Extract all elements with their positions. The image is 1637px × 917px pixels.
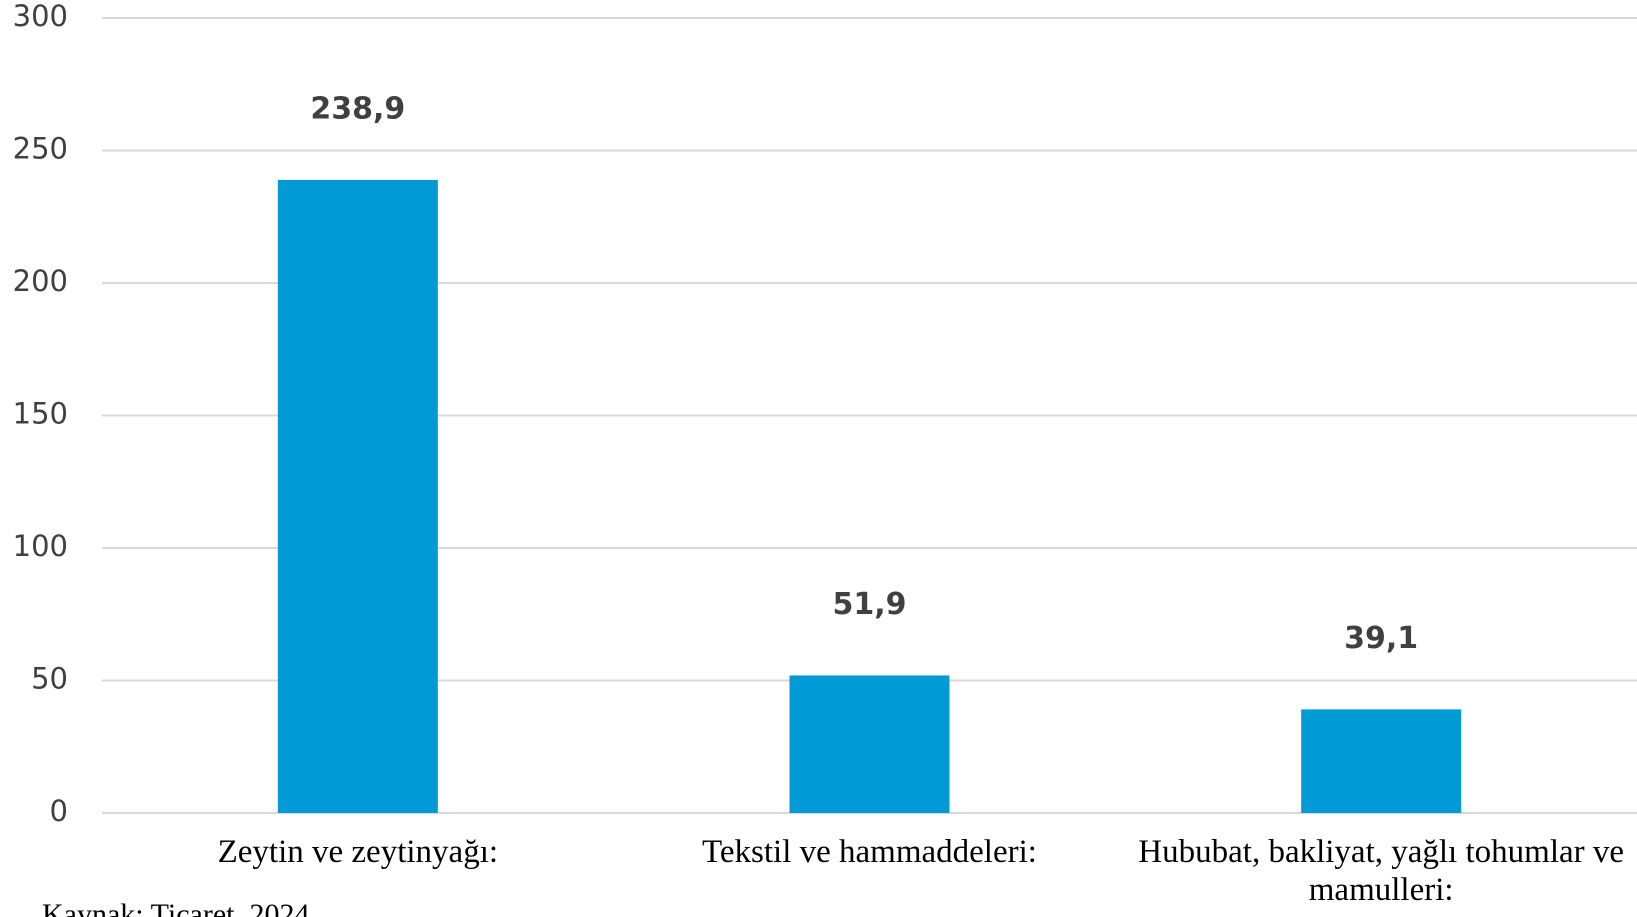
- bar: [277, 179, 438, 814]
- x-tick-label: Zeytin ve zeytinyağı:: [217, 834, 499, 870]
- x-tick-label: Hububat, bakliyat, yağlı tohumlar ve mam…: [1138, 834, 1625, 908]
- y-tick-label: 250: [13, 132, 68, 166]
- y-tick-label: 300: [13, 0, 68, 33]
- y-tick-label: 150: [13, 397, 68, 431]
- y-tick-label: 50: [31, 662, 68, 696]
- bar: [789, 675, 950, 813]
- y-tick-label: 200: [13, 264, 68, 298]
- x-tick-label: Tekstil ve hammaddeleri:: [702, 834, 1037, 870]
- y-tick-label: 100: [13, 529, 68, 563]
- source-note: Kaynak: Ticaret, 2024: [42, 898, 310, 917]
- y-tick-label: 0: [50, 794, 68, 828]
- value-label: 238,9: [310, 91, 405, 126]
- bar: [1301, 709, 1462, 813]
- value-label: 39,1: [1344, 621, 1418, 656]
- value-label: 51,9: [832, 587, 906, 622]
